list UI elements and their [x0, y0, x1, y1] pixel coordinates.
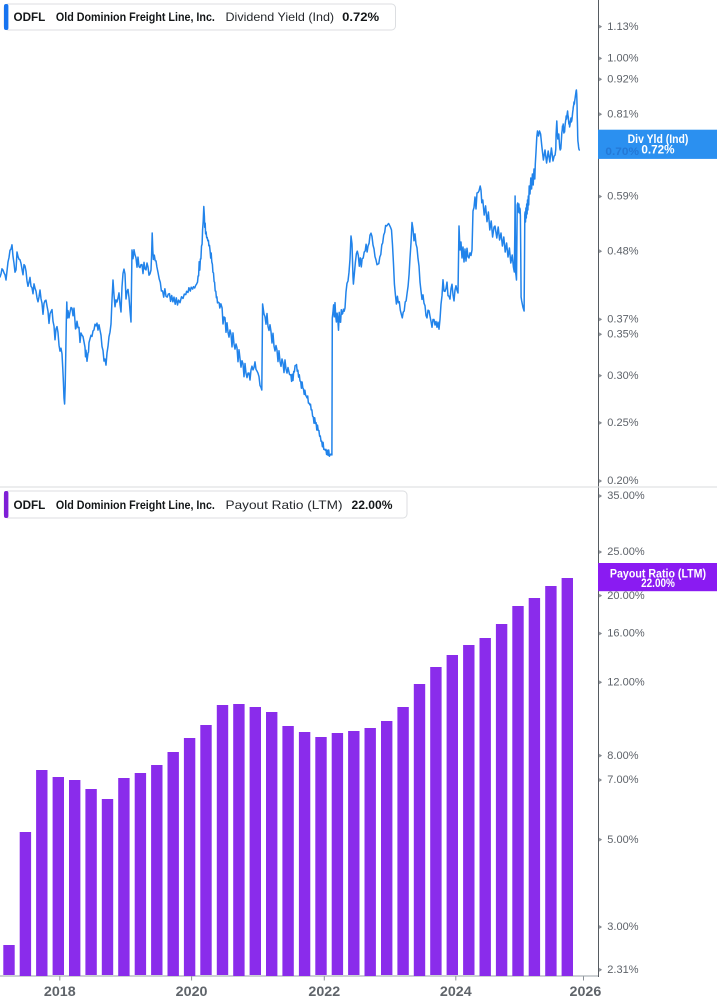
svg-text:2020: 2020 [176, 984, 208, 999]
svg-text:ODFL: ODFL [14, 10, 46, 24]
svg-text:25.00%: 25.00% [607, 546, 645, 558]
svg-text:20.00%: 20.00% [607, 590, 645, 602]
svg-text:7.00%: 7.00% [607, 774, 638, 786]
svg-text:2018: 2018 [44, 984, 76, 999]
svg-text:35.00%: 35.00% [607, 490, 645, 502]
svg-text:16.00%: 16.00% [607, 628, 645, 640]
svg-text:0.72%: 0.72% [641, 145, 674, 157]
svg-text:Dividend Yield (Ind): Dividend Yield (Ind) [226, 10, 335, 24]
svg-text:22.00%: 22.00% [352, 498, 393, 512]
svg-text:12.00%: 12.00% [607, 677, 645, 689]
svg-text:5.00%: 5.00% [607, 834, 638, 846]
svg-text:Payout Ratio (LTM): Payout Ratio (LTM) [610, 569, 706, 581]
svg-text:Old Dominion Freight Line, Inc: Old Dominion Freight Line, Inc. [56, 498, 215, 512]
svg-text:0.81%: 0.81% [607, 108, 638, 120]
svg-text:Old Dominion Freight Line, Inc: Old Dominion Freight Line, Inc. [56, 10, 215, 24]
svg-text:2.31%: 2.31% [607, 964, 638, 976]
svg-text:ODFL: ODFL [14, 498, 46, 512]
svg-text:Payout Ratio (LTM): Payout Ratio (LTM) [226, 498, 343, 512]
svg-text:0.20%: 0.20% [607, 475, 638, 487]
svg-text:0.92%: 0.92% [607, 74, 638, 86]
svg-text:0.37%: 0.37% [607, 314, 638, 326]
svg-text:Div Yld (Ind): Div Yld (Ind) [628, 134, 689, 146]
svg-text:0.35%: 0.35% [607, 329, 638, 341]
svg-text:0.70%: 0.70% [605, 146, 639, 158]
svg-text:3.00%: 3.00% [607, 921, 638, 933]
svg-text:2022: 2022 [308, 984, 340, 999]
svg-text:8.00%: 8.00% [607, 750, 638, 762]
svg-text:0.25%: 0.25% [607, 417, 638, 429]
svg-text:1.13%: 1.13% [607, 21, 638, 33]
svg-text:2024: 2024 [440, 984, 472, 999]
svg-text:1.00%: 1.00% [607, 53, 638, 65]
svg-text:0.48%: 0.48% [607, 245, 638, 257]
svg-text:0.72%: 0.72% [342, 10, 379, 24]
svg-text:22.00%: 22.00% [641, 578, 675, 590]
svg-text:0.59%: 0.59% [607, 191, 638, 203]
svg-text:0.30%: 0.30% [607, 370, 638, 382]
svg-text:2026: 2026 [570, 984, 602, 999]
